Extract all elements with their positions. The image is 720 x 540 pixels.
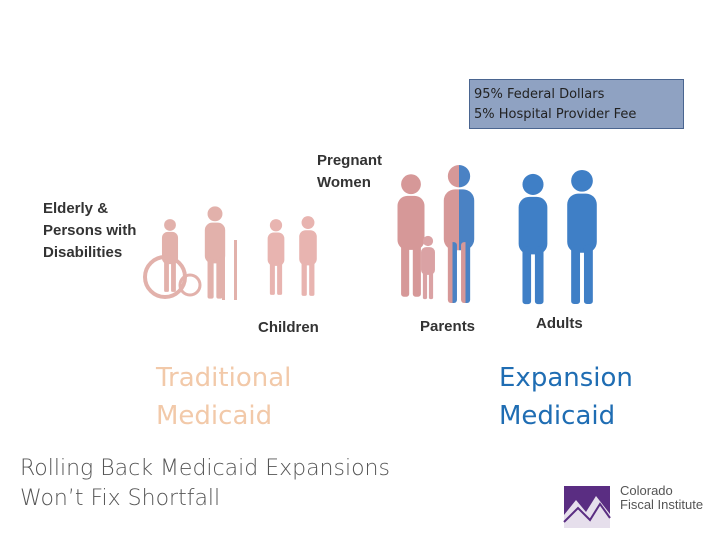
label-line: Elderly & [43, 200, 109, 217]
label-line: Medicaid [156, 401, 273, 431]
title-line: Rolling Back Medicaid Expansions [20, 456, 390, 481]
expansion-label: Expansion Medicaid [499, 359, 633, 435]
label-line: Persons with [43, 222, 137, 239]
parents-label: Parents [420, 318, 476, 335]
funding-line: 95% Federal Dollars [474, 87, 605, 102]
logo-text: Colorado Fiscal Institute [620, 484, 703, 512]
label-line: Disabilities [43, 244, 123, 261]
funding-box: 95% Federal Dollars 5% Hospital Provider… [469, 79, 684, 129]
logo-line: Colorado [620, 483, 673, 498]
children-label: Children [258, 319, 319, 336]
adults-label: Adults [536, 315, 583, 332]
pregnant-label: Pregnant Women [317, 150, 382, 194]
logo-line: Fiscal Institute [620, 497, 704, 512]
label-line: Medicaid [499, 401, 616, 431]
elderly-figures [143, 206, 237, 300]
title-line: Won’t Fix Shortfall [20, 486, 221, 511]
label-line: Traditional [156, 363, 292, 393]
elderly-label: Elderly & Persons with Disabilities [43, 198, 136, 264]
adults-figures [518, 169, 597, 305]
slide-title: Rolling Back Medicaid Expansions Won’t F… [20, 454, 390, 514]
label-line: Pregnant [317, 152, 383, 169]
label-line: Women [317, 174, 371, 191]
traditional-label: Traditional Medicaid [156, 359, 291, 435]
label-line: Expansion [499, 363, 633, 393]
logo-mark [563, 486, 611, 528]
funding-line: 5% Hospital Provider Fee [474, 107, 637, 122]
children-figures [267, 216, 317, 296]
parents-figures [397, 165, 475, 303]
